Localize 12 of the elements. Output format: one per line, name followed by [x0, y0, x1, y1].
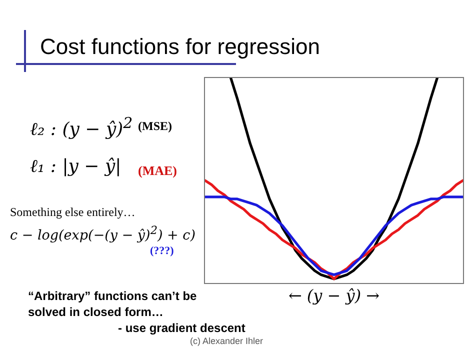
chart-title: Cost functions for regression — [40, 34, 320, 60]
text: (MSE) — [138, 119, 172, 134]
text: (???) — [150, 245, 174, 257]
text: (c) Alexander Ihler — [190, 336, 264, 346]
text: ℓ₁ : |y − ŷ| — [30, 156, 122, 177]
text: (MAE) — [138, 163, 177, 179]
x-axis-title: ← (y − ŷ) → — [287, 286, 381, 305]
text: Something else entirely… — [10, 205, 136, 220]
text: “Arbitrary” functions can’t be solved in closed form… — [28, 288, 198, 320]
text: c − log(exp(−(y − ŷ)$^{2}$) + c) — [10, 224, 196, 244]
text: ℓ₂ : (y − ŷ)$^{2}$ — [30, 114, 133, 140]
text: - use gradient descent — [118, 321, 246, 335]
